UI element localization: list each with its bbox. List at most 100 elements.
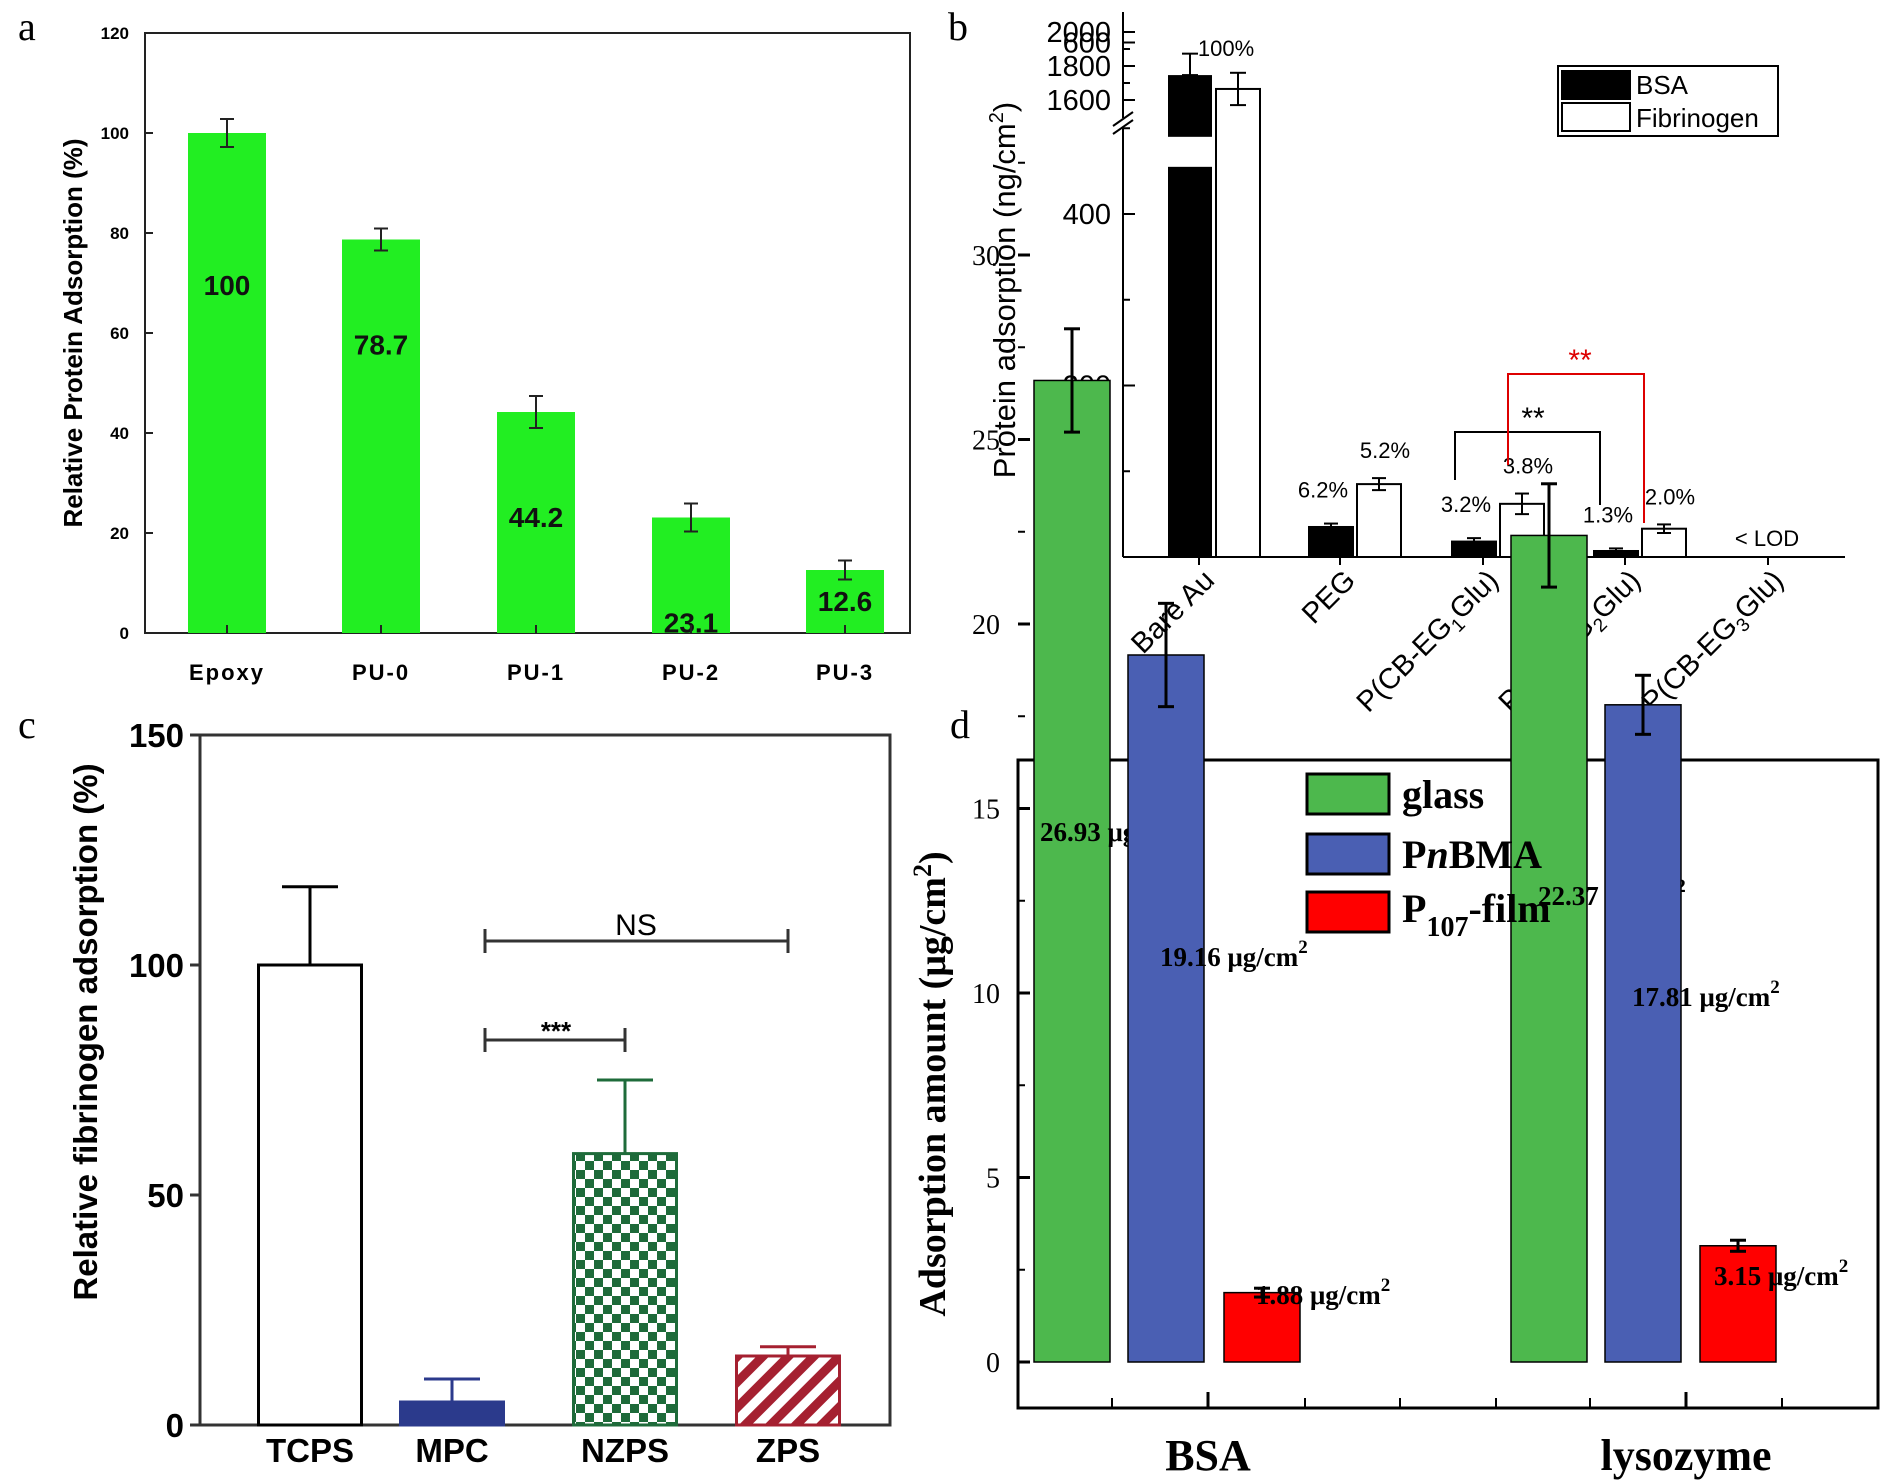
panel-a-ytick-label: 60 (110, 324, 129, 343)
panel-a-bar (188, 133, 266, 633)
panel-c-ylabel: Relative fibrinogen adsorption (%) (67, 763, 104, 1300)
legend-swatch-bsa (1561, 70, 1631, 100)
panel-b-ylabel-sup: 2 (986, 112, 1008, 123)
panel-b-pct-label: 5.2% (1360, 438, 1410, 463)
panel-b-pct-label: 3.8% (1503, 454, 1553, 479)
panel-a-ytick-label: 80 (110, 224, 129, 243)
panel-d-ytick-label: 0 (986, 1348, 1000, 1379)
panel-c-frame (198, 733, 892, 1427)
panel-b-bar-fibrinogen (1215, 87, 1261, 558)
panel-b-ytick-label: 2000 (1046, 17, 1111, 49)
panel-b-sig-label-black: ** (1521, 402, 1545, 435)
panel-d-value-label: 17.81 μg/cm2 (1632, 977, 1780, 1012)
panel-d-ytick-label: 25 (972, 426, 1000, 457)
panel-d-ylabel-close: ) (912, 851, 954, 864)
panel-d-value-text: 19.16 μg/cm (1160, 942, 1299, 972)
legend-pnbma-c: BMA (1449, 832, 1542, 877)
panel-d-bar (1699, 1245, 1777, 1363)
panel-a-xtick-label: PU-1 (507, 660, 565, 685)
panel-d-ylabel-main: Adsorption amount (μg/cm (912, 877, 954, 1317)
panel-a-ylabel: Relative Protein Adsorption (%) (58, 138, 88, 527)
legend-label-glass: glass (1402, 772, 1484, 817)
panel-a-ytick-label: 20 (110, 524, 129, 543)
panel-d-bar (1604, 704, 1682, 1363)
panel-b-axis-break (1112, 119, 1134, 135)
panel-d-value-text: 1.88 μg/cm (1256, 1280, 1381, 1310)
panel-d-ytick-label: 15 (972, 795, 1000, 826)
legend-swatch-fibrinogen (1561, 102, 1631, 132)
panel-d-bar (1127, 654, 1205, 1363)
panel-d-ylabel: Adsorption amount (μg/cm2) (908, 851, 954, 1316)
panel-label-d: d (950, 702, 970, 747)
panel-b-pct-label: 100% (1198, 36, 1254, 61)
panel-d-frame (1016, 758, 1880, 1410)
panel-d-legend: glass PnBMA P107-film (1305, 772, 1551, 943)
panel-d-xtick-label: lysozyme (1600, 1431, 1771, 1480)
panel-d-xtick-label: BSA (1165, 1431, 1251, 1480)
panel-a-chart: 0 20 40 60 80 100 120 100 Epoxy 78.7 PU-0 44.2 PU-1… (58, 24, 911, 685)
legend-label-pnbma: PnBMA (1402, 832, 1542, 877)
panel-b-xtick-part: P(CB-EG (1351, 611, 1459, 719)
legend-pnbma-b: n (1426, 832, 1448, 877)
panel-b-ytick-label: 1600 (1046, 85, 1111, 117)
legend-swatch-pnbma (1305, 832, 1391, 876)
panel-b-pct-label: 3.2% (1441, 492, 1491, 517)
legend-swatch-glass (1305, 772, 1391, 816)
panel-b-xtick-label: Bare Au (1125, 564, 1221, 660)
panel-a-value-label: 12.6 (818, 586, 873, 617)
panel-b-sig-label-red: ** (1568, 344, 1592, 377)
panel-a-bar (342, 239, 420, 633)
panel-d-value-sup: 2 (1381, 1275, 1391, 1296)
panel-b-bar-fibrinogen (1356, 483, 1402, 558)
panel-d-value-sup: 2 (1770, 977, 1780, 998)
legend-label-fibrinogen: Fibrinogen (1636, 103, 1759, 133)
panel-a-xtick-label: PU-3 (816, 660, 874, 685)
legend-pnbma-a: P (1402, 832, 1426, 877)
panel-b-xtick-part: P(CB-EG (1636, 611, 1744, 719)
panel-c-bar (399, 1400, 505, 1427)
panel-c-bar (572, 1152, 678, 1427)
panel-d-value-text: 3.15 μg/cm (1714, 1261, 1839, 1291)
panel-a-value-label: 44.2 (509, 502, 564, 533)
panel-a-ytick-label: 0 (120, 624, 129, 643)
panel-b-xtick-part: PEG (1296, 564, 1362, 630)
legend-p107-a: P (1402, 886, 1426, 931)
panel-d-bar (1510, 534, 1588, 1363)
panel-d-value-sup: 2 (1839, 1256, 1849, 1277)
panel-a-value-label: 78.7 (354, 330, 409, 361)
panel-label-a: a (18, 4, 36, 49)
panel-b-axis-break (1112, 111, 1134, 127)
panel-c-chart: 0 50 100 150 TCPS MPC NZPS ZPS NS *** Relative f… (67, 717, 892, 1469)
panel-b-ylabel-main: Protein adsorption (ng/cm (987, 123, 1022, 478)
panel-c-bar (735, 1354, 841, 1427)
panel-b-sig-bracket-black (1454, 431, 1601, 505)
panel-b-sig-bracket-red (1507, 373, 1645, 523)
legend-label-bsa: BSA (1636, 70, 1689, 100)
panel-d-value-text: 17.81 μg/cm (1632, 982, 1771, 1012)
panel-d-value-label: 3.15 μg/cm2 (1714, 1256, 1848, 1291)
panel-b-pct-label: 6.2% (1298, 478, 1348, 503)
panel-c-xtick-label: NZPS (581, 1432, 669, 1469)
panel-a-value-label: 23.1 (664, 608, 719, 639)
panel-c-ytick-label: 150 (129, 717, 184, 754)
panel-c-ytick-label: 0 (166, 1407, 184, 1444)
panel-b-xtick-label: P(CB-EG1Glu) (1351, 564, 1509, 722)
legend-swatch-p107 (1305, 890, 1391, 934)
panel-c-ns-label: NS (615, 909, 657, 942)
panel-d-value-label: 1.88 μg/cm2 (1256, 1275, 1390, 1310)
panel-c-xtick-label: MPC (415, 1432, 488, 1469)
panel-b-ytick-label: 600 (1063, 28, 1111, 60)
panel-b-xtick-label: P(CB-EG3Glu) (1636, 564, 1794, 722)
panel-label-b: b (948, 4, 968, 49)
panel-b-bar-bsa (1308, 525, 1354, 558)
panel-c-bar (257, 963, 363, 1427)
panel-a-xtick-label: PU-0 (352, 660, 410, 685)
panel-b-ylabel-close: ) (987, 102, 1022, 112)
panel-a-xtick-label: PU-2 (662, 660, 720, 685)
legend-label-p107: P107-film (1402, 886, 1551, 943)
panel-c-xtick-label: ZPS (756, 1432, 820, 1469)
legend-p107-c: -film (1468, 886, 1550, 931)
panel-b-legend: BSA Fibrinogen (1557, 65, 1779, 137)
panel-a-bar (652, 517, 730, 633)
